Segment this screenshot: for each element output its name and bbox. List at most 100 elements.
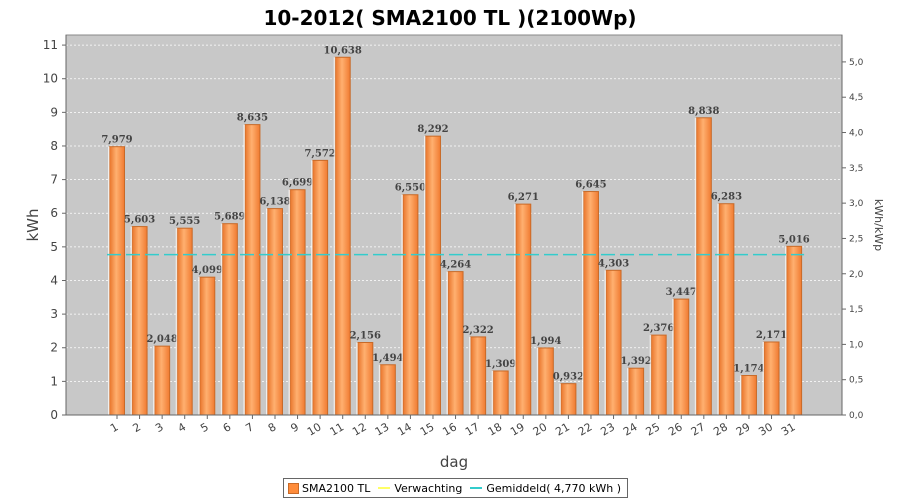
y2-tick-label: 3,0 [849,199,864,209]
bar [244,124,261,416]
bar [109,146,125,416]
legend-item-average: Gemiddeld( 4,770 kWh ) [470,482,621,495]
bar [199,276,216,416]
data-label: 4,264 [440,260,471,271]
x-tick-label: 3 [153,420,166,435]
bar-highlight [153,346,155,415]
bar [515,203,532,416]
x-tick-label: 19 [508,420,527,438]
bar [312,159,329,416]
y-tick-label: 8 [50,139,58,153]
bar [289,189,306,416]
bar [763,341,780,416]
bar [424,135,441,416]
bar [695,117,712,416]
legend-label-expected: Verwachting [394,481,463,495]
bar [379,364,396,416]
bar-highlight [694,117,697,416]
y2-tick-label: 0,5 [849,376,863,386]
y-tick-label: 0 [50,408,58,422]
bar-highlight [559,383,561,415]
bar-highlight [536,347,539,415]
y2-tick-label: 5,0 [849,58,864,68]
data-label: 8,838 [688,106,719,117]
y2-tick-label: 2,0 [849,270,864,280]
data-label: 5,689 [214,212,245,223]
y-tick-label: 1 [50,374,58,388]
y-tick-label: 11 [43,38,58,52]
bar [470,336,487,416]
x-tick-label: 27 [689,420,708,438]
y-tick-label: 2 [50,341,58,355]
data-label: 6,699 [282,178,313,189]
bar-highlight [491,370,494,415]
data-label: 5,016 [778,234,809,245]
bar [560,383,577,416]
x-tick-label: 9 [288,420,301,435]
data-label: 0,932 [553,372,584,383]
data-label: 7,572 [304,148,335,159]
x-tick-label: 29 [734,420,753,438]
bar [154,345,171,416]
y-tick-label: 6 [50,206,58,220]
bar-highlight [649,335,652,415]
data-label: 1,392 [620,356,651,367]
bar-highlight [311,160,313,415]
bar-highlight [762,341,765,415]
x-axis-label: dag [440,453,468,471]
legend-label-series: SMA2100 TL [302,481,371,495]
y-tick-label: 5 [50,240,58,254]
x-tick-label: 20 [531,420,550,438]
data-label: 6,550 [395,183,426,194]
data-label: 6,138 [259,197,290,208]
bar [402,194,419,416]
bar [334,56,351,416]
y2-tick-label: 0,0 [849,411,864,421]
x-tick-label: 15 [418,420,437,438]
chart-title: 10-2012( SMA2100 TL )(2100Wp) [263,6,637,30]
bar [718,203,735,416]
bar-highlight [130,226,133,415]
x-tick-label: 6 [221,420,234,435]
data-label: 8,635 [237,113,268,124]
data-label: 3,447 [666,287,697,298]
bar-highlight [514,204,516,415]
x-tick-label: 23 [598,420,617,438]
y2-tick-label: 1,5 [849,305,863,315]
legend: SMA2100 TL Verwachting Gemiddeld( 4,770 … [283,478,629,498]
data-label: 6,271 [508,192,539,203]
bar-highlight [423,136,426,415]
legend-item-series: SMA2100 TL [288,482,370,495]
bar-highlight [672,299,674,415]
bar [176,227,193,416]
x-tick-label: 30 [756,420,775,438]
bar-highlight [739,375,742,415]
bar [266,208,283,416]
legend-swatch-series [288,482,299,494]
x-tick-label: 10 [305,420,324,438]
x-tick-label: 24 [621,420,640,438]
bar-highlight [175,228,178,415]
bar-highlight [356,342,358,415]
data-label: 5,603 [124,215,155,226]
bar [786,245,803,416]
data-label: 1,494 [372,353,403,364]
x-tick-label: 26 [666,420,685,438]
bar [221,223,238,416]
x-tick-label: 8 [266,420,279,435]
bar-highlight [785,246,787,415]
data-label: 5,555 [169,216,200,227]
bar-highlight [220,223,223,415]
y2-tick-label: 1,0 [849,340,864,350]
bar [582,191,599,416]
legend-swatch-expected [378,487,391,489]
bar-highlight [469,336,471,415]
data-label: 4,099 [192,265,223,276]
y-axis-label: kWh [24,208,42,241]
data-label: 6,283 [711,192,742,203]
x-tick-label: 16 [440,420,459,438]
bar-highlight [717,203,719,415]
x-tick-label: 1 [108,420,121,435]
x-tick-label: 5 [198,420,211,435]
